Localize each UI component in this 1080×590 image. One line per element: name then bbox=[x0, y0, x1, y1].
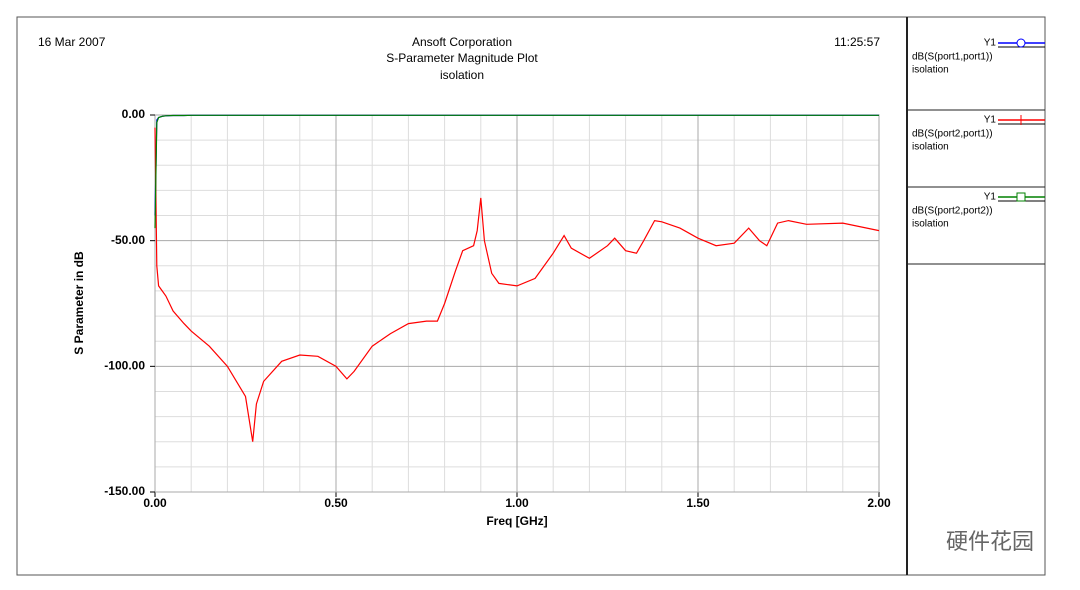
x-tick-label: 1.00 bbox=[505, 496, 529, 510]
x-tick-label: 1.50 bbox=[686, 496, 710, 510]
company: Ansoft Corporation bbox=[412, 35, 512, 49]
y-tick-label: 0.00 bbox=[122, 107, 146, 121]
x-tick-label: 2.00 bbox=[867, 496, 891, 510]
date: 16 Mar 2007 bbox=[38, 35, 106, 49]
legend-setup: isolation bbox=[912, 142, 949, 153]
y-axis-title: S Parameter in dB bbox=[72, 251, 86, 355]
x-tick-label: 0.00 bbox=[143, 496, 167, 510]
y-tick-label: -50.00 bbox=[111, 233, 145, 247]
time: 11:25:57 bbox=[834, 35, 880, 49]
legend-marker bbox=[1016, 192, 1026, 202]
legend-setup: isolation bbox=[912, 65, 949, 76]
y-tick-label: -100.00 bbox=[104, 359, 145, 373]
legend-setup: isolation bbox=[912, 219, 949, 230]
data-line bbox=[154, 127, 880, 442]
legend-label: dB(S(port2,port2)) bbox=[912, 206, 993, 217]
legend-axis: Y1 bbox=[984, 192, 997, 203]
legend-label: dB(S(port2,port1)) bbox=[912, 129, 993, 140]
legend-marker bbox=[1016, 38, 1026, 48]
y-tick-label: -150.00 bbox=[104, 484, 145, 498]
x-tick-label: 0.50 bbox=[324, 496, 348, 510]
legend-label: dB(S(port1,port1)) bbox=[912, 52, 993, 63]
chart-title: S-Parameter Magnitude Plot bbox=[386, 51, 538, 65]
x-axis-title: Freq [GHz] bbox=[486, 514, 547, 528]
legend-axis: Y1 bbox=[984, 38, 997, 49]
data-line bbox=[154, 114, 879, 229]
watermark: 硬件花园 bbox=[946, 529, 1034, 554]
chart-subtitle: isolation bbox=[440, 68, 484, 82]
legend-axis: Y1 bbox=[984, 115, 997, 126]
